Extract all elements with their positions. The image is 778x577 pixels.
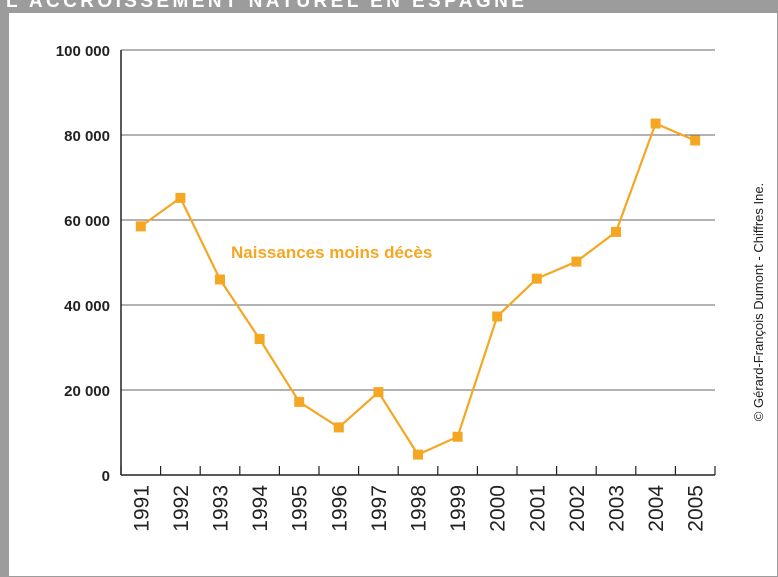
y-tick-label: 20 000	[64, 383, 110, 400]
y-tick-label: 80 000	[64, 128, 110, 145]
x-tick-label: 2003	[606, 485, 629, 532]
data-point	[215, 274, 225, 285]
data-point	[571, 256, 582, 267]
chart-title: L'ACCROISSEMENT NATUREL EN ESPAGNE	[6, 0, 528, 12]
data-point	[611, 226, 621, 237]
data-point	[492, 311, 503, 322]
data-point	[333, 422, 344, 433]
data-point	[254, 334, 265, 344]
data-point	[452, 431, 463, 442]
y-tick-label: 100 000	[56, 43, 110, 60]
line-chart: 0 20 000 40 000 60 000 80 000 100 000 1991 1992…	[8, 12, 778, 577]
series-line	[140, 122, 696, 456]
data-point	[650, 118, 661, 129]
x-tick-label: 1999	[447, 485, 470, 532]
x-tick-label: 1994	[249, 485, 272, 532]
y-tick-label: 60 000	[64, 213, 110, 230]
y-tick-label: 40 000	[64, 298, 110, 315]
y-tick-label: 0	[102, 468, 110, 485]
title-strip: L'ACCROISSEMENT NATUREL EN ESPAGNE	[0, 0, 778, 12]
x-tick-label: 2002	[566, 485, 589, 532]
x-tick-label: 2005	[685, 485, 708, 532]
data-point	[135, 221, 146, 232]
x-tick-label: 1998	[408, 485, 431, 532]
x-tick-label: 1997	[368, 485, 391, 532]
x-tick-label: 2004	[645, 485, 668, 532]
x-tick-label: 2001	[526, 485, 549, 532]
x-tick-label: 1996	[328, 485, 351, 532]
copyright-credit: © Gérard-François Dumont - Chiffres Ine.	[751, 183, 766, 421]
x-tick-label: 1995	[289, 485, 312, 532]
x-tick-label: 1992	[170, 485, 193, 532]
data-point	[690, 135, 701, 146]
data-point	[413, 449, 423, 460]
x-tick-label: 1991	[130, 485, 153, 532]
x-tick-label: 1993	[210, 485, 233, 532]
data-point	[531, 273, 542, 284]
data-point	[175, 192, 186, 203]
data-point	[373, 387, 384, 398]
x-tick-label: 2000	[487, 485, 510, 532]
series-label: Naissances moins décès	[231, 243, 432, 262]
chart-panel: 0 20 000 40 000 60 000 80 000 100 000 1991 1992…	[8, 12, 778, 577]
data-point	[294, 396, 305, 407]
